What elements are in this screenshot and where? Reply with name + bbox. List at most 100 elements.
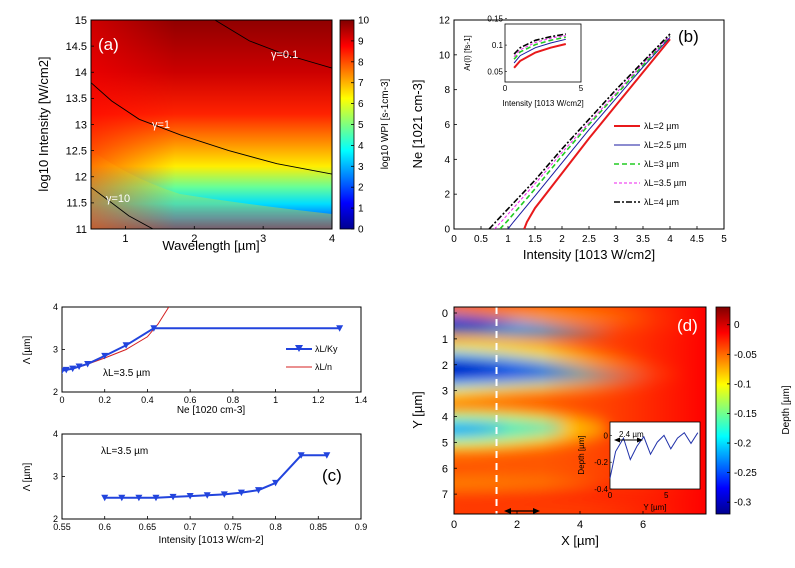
panel-b-legend: λL=2 µm λL=2.5 µm λL=3 µm λL=3.5 µm λL=4… (614, 121, 686, 207)
contour-line (91, 82, 332, 175)
colorbar-tick-label: -0.25 (734, 468, 757, 479)
inset-depth-line (609, 431, 699, 479)
marker-lambda (101, 494, 109, 502)
panel-a-label: (a) (98, 35, 119, 54)
x-tick-label: 0.8 (227, 395, 240, 405)
y-tick-label: 11 (76, 224, 87, 236)
inset-series-line (513, 33, 566, 55)
panel-d-heatmap (454, 307, 706, 514)
y-tick-label: 2 (53, 514, 58, 524)
legend-label-ky: λL/Ky (315, 344, 338, 354)
panel-d-inset: 0 5 0 -0.2 -0.4 (594, 431, 699, 500)
inset-y-tick-label: -0.2 (594, 458, 608, 467)
y-tick-label: 12 (439, 16, 451, 27)
legend-label-3-5um: λL=3.5 µm (644, 178, 686, 188)
x-tick-label: 2 (559, 234, 565, 245)
x-tick-label: 2.5 (582, 234, 596, 245)
panel-c-bottom-series (101, 452, 331, 502)
panel-d-inset-ylabel: Depth [µm] (577, 435, 586, 474)
x-tick-label: 0.55 (53, 522, 71, 532)
inset-series-line (513, 36, 566, 60)
x-tick-label: 6 (640, 519, 646, 531)
y-tick-label: 3 (53, 472, 58, 482)
panel-c-bottom-annotation: λL=3.5 µm (101, 446, 148, 457)
y-tick-label: 12 (75, 172, 87, 184)
marker-lambda (297, 452, 305, 459)
y-tick-label: 6 (444, 120, 450, 131)
panel-d-inset-arrow (614, 437, 643, 443)
colorbar-tick-label: 7 (358, 78, 364, 89)
colorbar-tick-label: 10 (358, 16, 370, 27)
colorbar-tick-label: 3 (358, 162, 364, 173)
panel-b-xlabel: Intensity [1013 W/cm2] (523, 247, 655, 262)
x-tick-label: 3 (613, 234, 619, 245)
marker-ky (69, 365, 77, 373)
colorbar-tick-label: 9 (358, 36, 364, 47)
x-tick-label: 0.4 (141, 395, 154, 405)
legend-label-3um: λL=3 µm (644, 159, 679, 169)
series-line (523, 38, 671, 229)
x-tick-label: 0.8 (269, 522, 282, 532)
inset-y-tick-label: 0.1 (492, 41, 504, 50)
marker-ky (101, 352, 109, 360)
marker-lambda (169, 493, 177, 501)
colorbar-tick-label: -0.05 (734, 350, 757, 361)
y-tick-label: 13.5 (66, 93, 87, 105)
inset-x-tick-label: 5 (664, 491, 669, 500)
marker-lambda (272, 479, 280, 487)
panel-c-top-annotation: λL=3.5 µm (103, 368, 150, 379)
legend-label-2um: λL=2 µm (644, 121, 679, 131)
x-tick-label: 0.85 (310, 522, 328, 532)
y-tick-label: 2 (444, 190, 450, 201)
x-tick-label: 5 (721, 234, 727, 245)
x-tick-label: 2 (514, 519, 520, 531)
inset-series-line (513, 43, 567, 69)
y-tick-label: 1 (442, 334, 448, 346)
x-tick-label: 0.75 (224, 522, 242, 532)
x-tick-label: 4 (577, 519, 583, 531)
y-tick-label: 3 (442, 386, 448, 398)
x-tick-label: 1.4 (355, 395, 368, 405)
y-tick-label: 5 (442, 437, 448, 449)
panel-c-top-xlabel: Ne [1020 cm-3] (177, 405, 246, 416)
inset-x-tick-label: 5 (579, 84, 584, 93)
y-tick-label: 12.5 (66, 145, 87, 157)
panel-b-inset: 0 5 0.05 0.1 0.15 (487, 15, 583, 93)
colorbar-tick-label: -0.2 (734, 439, 752, 450)
panel-c-label: (c) (322, 466, 342, 485)
marker-lambda (254, 487, 262, 494)
inset-series-line (513, 38, 566, 64)
y-tick-label: 11.5 (66, 198, 87, 210)
panel-a-colorbar-ticks: 0 1 2 3 4 5 6 7 8 9 10 (351, 16, 370, 236)
colorbar-tick-label: 1 (358, 204, 364, 215)
panel-d-ylabel: Y [µm] (410, 391, 425, 429)
panel-b-ylabel: Ne [1021 cm-3] (410, 80, 425, 169)
x-tick-label: 4 (667, 234, 673, 245)
panel-c-bottom-ylabel: Λ [µm] (22, 463, 33, 492)
marker-ky (84, 360, 92, 368)
legend-label-2-5um: λL=2.5 µm (644, 140, 686, 150)
panel-a-heatmap (91, 20, 332, 229)
marker-lambda (152, 494, 160, 502)
marker-ky (336, 325, 344, 332)
panel-b-inset-ylabel: Ar(I) [fs-1] (463, 35, 472, 71)
colorbar-tick-label: 2 (358, 183, 364, 194)
y-tick-label: 0 (444, 225, 450, 236)
contour-label-gamma-0-1: γ=0.1 (271, 49, 298, 61)
y-tick-label: 15 (75, 15, 87, 27)
contour-line (91, 186, 154, 229)
x-tick-label: 0 (451, 234, 457, 245)
marker-ky (62, 366, 70, 374)
panel-d-scale-arrow (504, 508, 540, 514)
panel-c-top: 0 0.2 0.4 0.6 0.8 1 1.2 1.4 2 3 4 λL=3.5 µm Ne [10… (22, 302, 367, 416)
panel-d-colorbar-label: Depth [µm] (781, 385, 792, 434)
inset-x-tick-label: 0 (503, 84, 508, 93)
x-tick-label: 1.5 (528, 234, 542, 245)
x-tick-label: 1 (122, 233, 128, 245)
panel-a-ylabel: log10 Intensity [W/cm2] (36, 56, 51, 191)
inset-y-tick-label: 0.15 (487, 15, 503, 24)
y-tick-label: 3 (53, 345, 58, 355)
y-tick-label: 6 (442, 463, 448, 475)
